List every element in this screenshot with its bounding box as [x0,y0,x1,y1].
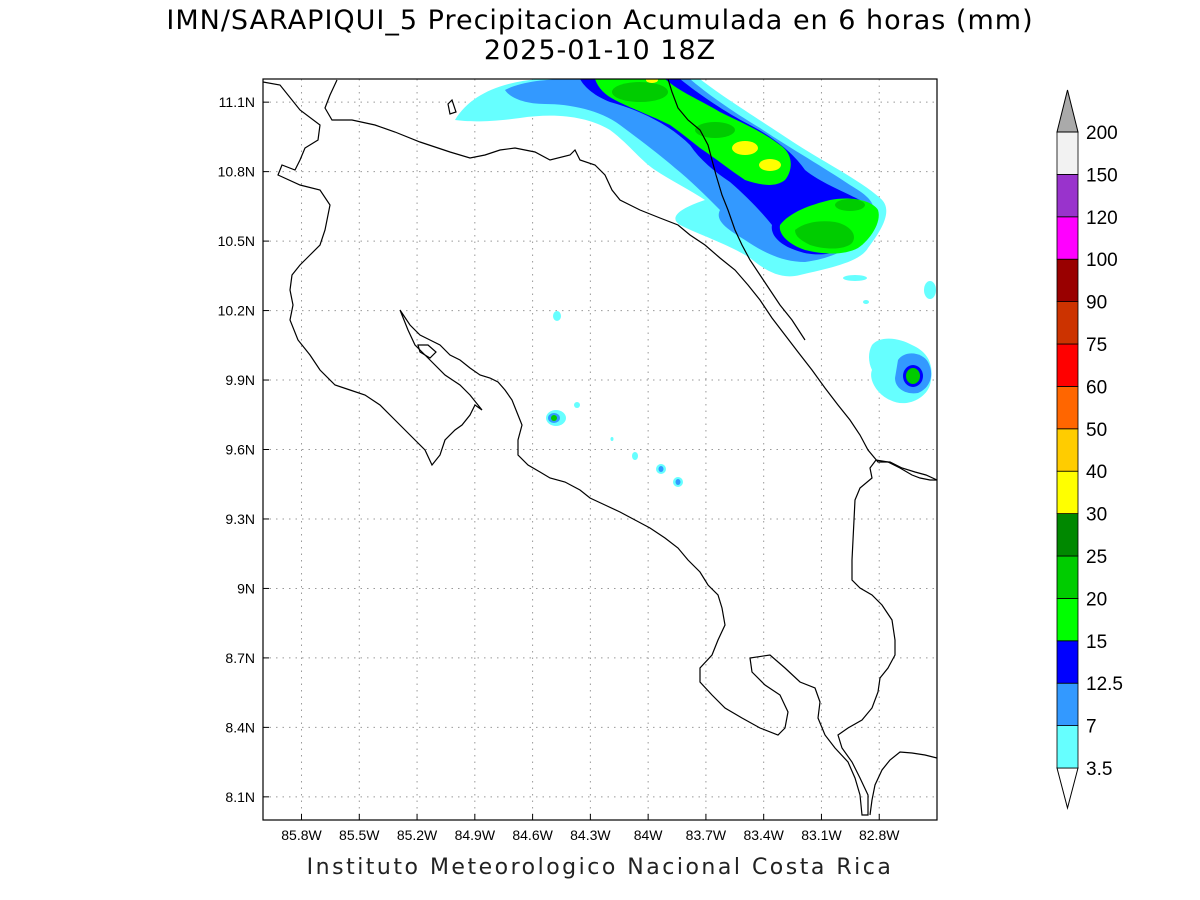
lon-tick-label: 82.8W [859,827,900,843]
lon-tick-label: 84.6W [512,827,553,843]
colorbar-level-label: 20 [1086,589,1107,610]
border-line-north [667,79,806,341]
colorbar-swatch [1056,131,1079,175]
colorbar-swatch [1056,428,1079,472]
precip-band-north-darkblue [580,79,869,255]
chart-subtitle-datetime: 2025-01-10 18Z [483,35,717,66]
precip-cell-east-small [863,300,869,304]
colorbar-level-label: 150 [1086,165,1118,186]
colorbar: 3.5 7 12.5 15 20 25 30 40 50 60 75 90 100 120 150 200 [1056,89,1123,810]
lon-tick-label: 83.7W [686,827,727,843]
lat-tick-label: 10.2N [218,303,255,319]
nicaragua-border-coast [263,81,937,816]
coastline-southeast [869,751,937,816]
colorbar-level-label: 3.5 [1086,759,1112,780]
precip-cell-east-small [924,281,936,299]
lat-tick-label: 11.1N [219,94,255,110]
colorbar-level-label: 12.5 [1086,674,1123,695]
lon-tick-label: 83.1W [801,827,842,843]
precip-core-green [612,82,668,102]
lon-tick-label: 84.3W [570,827,611,843]
lat-tick-label: 8.7N [225,650,255,666]
lon-tick-label: 84W [634,827,664,843]
colorbar-swatch [1056,385,1079,430]
colorbar-swatch [1056,301,1079,345]
axis-tick-labels: 85.8W 85.5W 85.2W 84.9W 84.6W 84.3W 84W 83.7W 83… [218,94,901,843]
precip-core-yellow [646,79,658,83]
colorbar-level-label: 200 [1086,123,1118,144]
colorbar-level-label: 120 [1086,208,1118,229]
lat-tick-label: 9.9N [225,372,255,388]
lon-tick-label: 85.5W [339,827,380,843]
colorbar-level-label: 25 [1086,547,1107,568]
colorbar-level-label: 30 [1086,505,1107,526]
precip-band-east-green2 [795,221,855,249]
colorbar-level-label: 90 [1086,293,1107,314]
lat-tick-label: 10.5N [218,233,255,249]
colorbar-swatch [1056,555,1079,599]
credit-footer: Instituto Meteorologico Nacional Costa R… [306,855,894,880]
lon-tick-label: 85.2W [397,827,438,843]
lat-tick-label: 8.4N [225,719,255,735]
precip-core-yellow [732,141,758,155]
island-north [447,98,457,115]
colorbar-swatch [1056,216,1079,260]
precip-core-green [835,199,865,211]
lat-tick-label: 10.8N [218,164,255,180]
colorbar-level-label: 50 [1086,420,1107,441]
colorbar-swatch [1056,343,1079,387]
colorbar-swatch [1056,513,1079,557]
lat-tick-label: 9.6N [225,442,255,458]
lat-tick-label: 8.1N [225,789,255,805]
lon-tick-label: 84.9W [455,827,496,843]
lat-tick-label: 9N [237,580,255,596]
colorbar-arrow-low [1056,767,1079,810]
colorbar-arrow-high [1056,89,1079,133]
colorbar-swatch [1056,470,1079,515]
lat-tick-label: 9.3N [225,511,255,527]
coastlines-borders [263,79,937,816]
precip-core-green [695,122,735,138]
colorbar-level-label: 60 [1086,377,1107,398]
colorbar-swatch [1056,258,1079,303]
chart-title: IMN/SARAPIQUI_5 Precipitacion Acumulada … [166,5,1034,36]
lon-tick-label: 85.8W [281,827,322,843]
colorbar-swatch [1056,173,1079,218]
precip-cell-central [632,452,638,460]
colorbar-swatch [1056,682,1079,727]
precip-cell-east-green [906,368,920,384]
precip-cell-central [658,466,664,472]
colorbar-swatch [1056,725,1079,769]
lake-island [417,344,437,359]
colorbar-level-label: 7 [1086,717,1097,738]
precip-cell-central [610,437,614,441]
colorbar-level-label: 100 [1086,250,1118,271]
precip-cell-east-small [843,275,867,281]
northern-coast [324,79,937,481]
precip-cell-central [553,311,561,321]
colorbar-swatch [1056,598,1079,642]
precipitation-field [455,79,936,487]
colorbar-level-label: 75 [1086,335,1107,356]
colorbar-swatch [1056,640,1079,684]
precip-cell-central [675,479,681,485]
precip-band-north-green [595,79,791,185]
lon-tick-label: 83.4W [743,827,784,843]
precip-cell-central [551,415,557,421]
colorbar-level-label: 40 [1086,462,1107,483]
precip-core-yellow [759,159,781,171]
colorbar-level-label: 15 [1086,632,1107,653]
precip-cell-central [574,402,580,408]
